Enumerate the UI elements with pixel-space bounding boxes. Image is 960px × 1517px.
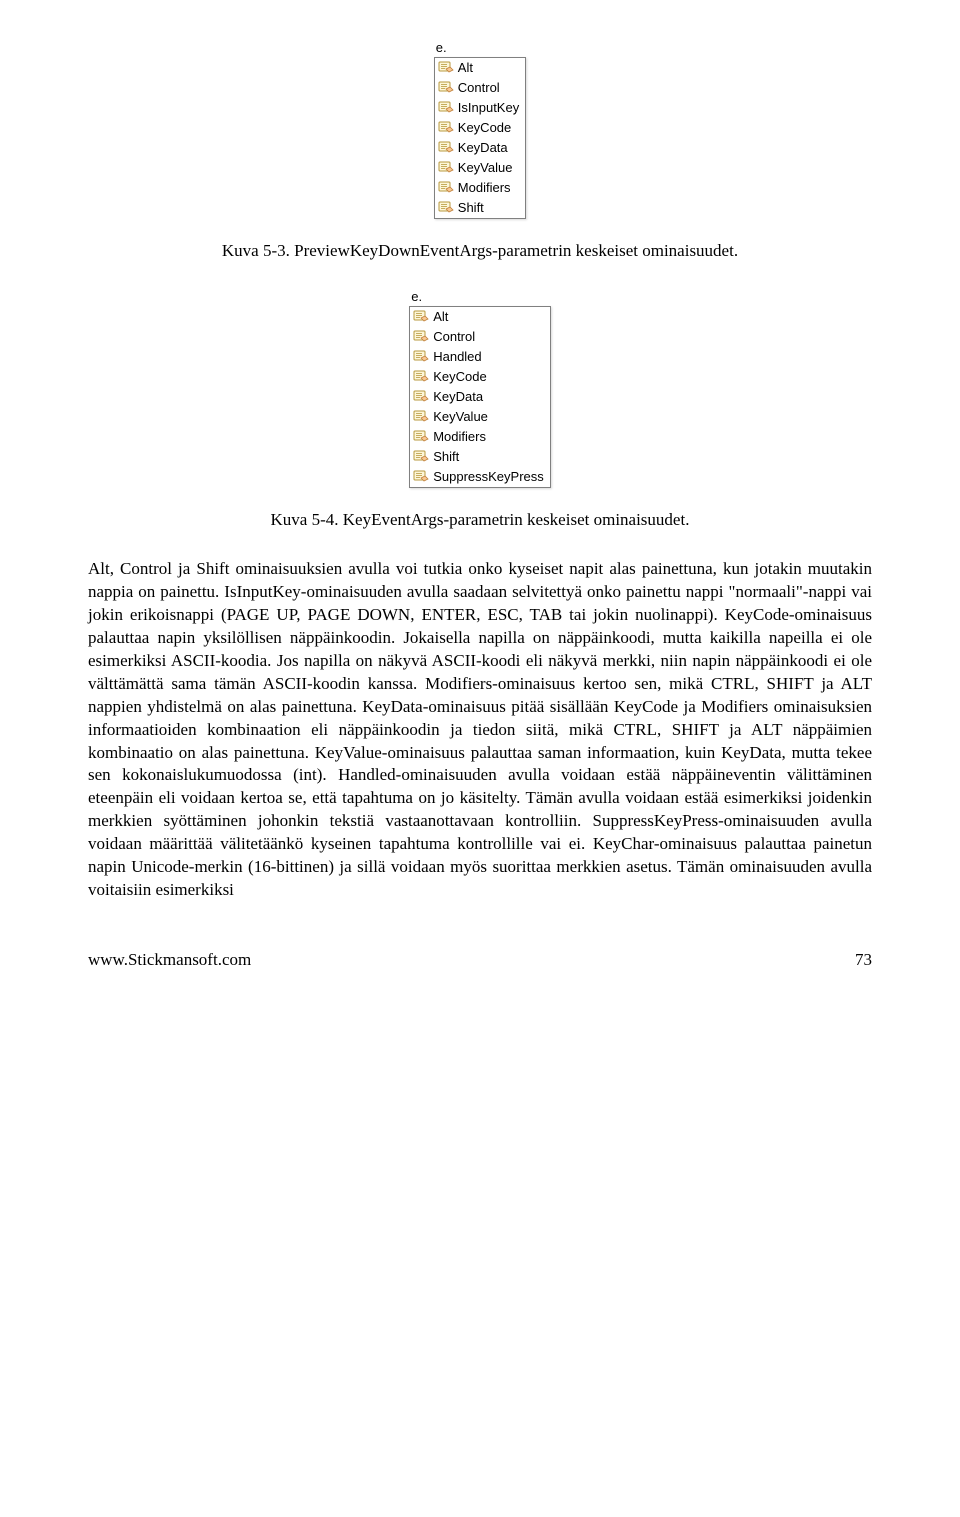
list-item[interactable]: KeyValue bbox=[410, 407, 550, 427]
property-icon bbox=[413, 409, 429, 425]
list-item[interactable]: KeyData bbox=[435, 138, 525, 158]
list-item[interactable]: SuppressKeyPress bbox=[410, 467, 550, 487]
property-icon bbox=[438, 80, 454, 96]
property-icon bbox=[413, 309, 429, 325]
property-label: Modifiers bbox=[458, 178, 511, 198]
property-icon bbox=[438, 160, 454, 176]
list-item[interactable]: KeyData bbox=[410, 387, 550, 407]
list-item[interactable]: KeyValue bbox=[435, 158, 525, 178]
property-icon bbox=[413, 349, 429, 365]
intellisense-list: Alt Control Handled KeyCode KeyData bbox=[409, 306, 551, 488]
property-label: Handled bbox=[433, 347, 481, 367]
property-icon bbox=[413, 449, 429, 465]
property-icon bbox=[413, 389, 429, 405]
list-item[interactable]: KeyCode bbox=[435, 118, 525, 138]
property-label: KeyCode bbox=[458, 118, 511, 138]
property-label: KeyCode bbox=[433, 367, 486, 387]
property-icon bbox=[438, 120, 454, 136]
list-item[interactable]: Control bbox=[435, 78, 525, 98]
list-item[interactable]: Shift bbox=[410, 447, 550, 467]
list-item[interactable]: Handled bbox=[410, 347, 550, 367]
intellisense-prefix: e. bbox=[409, 289, 551, 304]
property-label: Control bbox=[433, 327, 475, 347]
property-label: IsInputKey bbox=[458, 98, 519, 118]
list-item[interactable]: Shift bbox=[435, 198, 525, 218]
property-label: Alt bbox=[433, 307, 448, 327]
property-icon bbox=[413, 429, 429, 445]
body-paragraph: Alt, Control ja Shift ominaisuuksien avu… bbox=[88, 558, 872, 902]
figure-2: e. Alt Control Handled KeyCode bbox=[88, 289, 872, 490]
property-icon bbox=[413, 329, 429, 345]
property-label: KeyData bbox=[458, 138, 508, 158]
figure-2-caption: Kuva 5-4. KeyEventArgs-parametrin keskei… bbox=[88, 510, 872, 530]
list-item[interactable]: Control bbox=[410, 327, 550, 347]
list-item[interactable]: IsInputKey bbox=[435, 98, 525, 118]
list-item[interactable]: Modifiers bbox=[410, 427, 550, 447]
page-footer: www.Stickmansoft.com 73 bbox=[88, 950, 872, 970]
property-icon bbox=[438, 180, 454, 196]
property-icon bbox=[413, 369, 429, 385]
figure-1: e. Alt Control IsInputKey KeyCode bbox=[88, 40, 872, 221]
property-label: Modifiers bbox=[433, 427, 486, 447]
property-label: Alt bbox=[458, 58, 473, 78]
figure-1-caption: Kuva 5-3. PreviewKeyDownEventArgs-parame… bbox=[88, 241, 872, 261]
property-icon bbox=[438, 140, 454, 156]
intellisense-prefix: e. bbox=[434, 40, 526, 55]
intellisense-list: Alt Control IsInputKey KeyCode KeyData bbox=[434, 57, 526, 219]
property-label: KeyValue bbox=[433, 407, 488, 427]
property-label: Shift bbox=[458, 198, 484, 218]
list-item[interactable]: Alt bbox=[410, 307, 550, 327]
property-icon bbox=[438, 100, 454, 116]
property-label: KeyData bbox=[433, 387, 483, 407]
list-item[interactable]: Alt bbox=[435, 58, 525, 78]
property-icon bbox=[438, 200, 454, 216]
property-label: Shift bbox=[433, 447, 459, 467]
list-item[interactable]: KeyCode bbox=[410, 367, 550, 387]
footer-page-number: 73 bbox=[855, 950, 872, 970]
property-icon bbox=[413, 469, 429, 485]
property-label: SuppressKeyPress bbox=[433, 467, 544, 487]
property-label: Control bbox=[458, 78, 500, 98]
property-label: KeyValue bbox=[458, 158, 513, 178]
list-item[interactable]: Modifiers bbox=[435, 178, 525, 198]
property-icon bbox=[438, 60, 454, 76]
footer-url: www.Stickmansoft.com bbox=[88, 950, 251, 970]
